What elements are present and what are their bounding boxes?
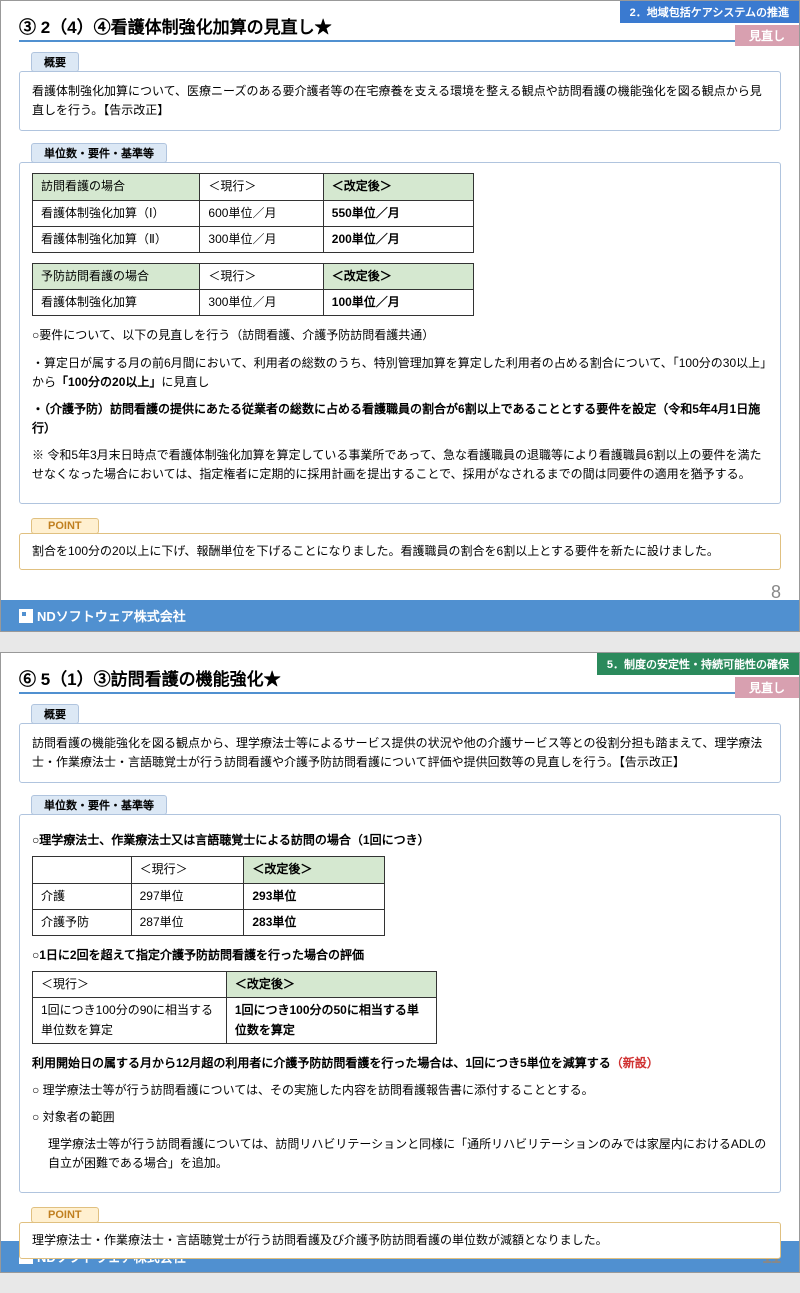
- slide-page-11: 5．制度の安定性・持続可能性の確保 見直し ⑥ 5（1）③訪問看護の機能強化★ …: [0, 652, 800, 1273]
- table-header: 訪問看護の場合: [33, 174, 200, 200]
- table-header: ＜現行＞: [131, 857, 244, 883]
- revision-tag: 見直し: [735, 677, 799, 698]
- point-label: POINT: [31, 518, 99, 534]
- requirement-note: ※ 令和5年3月末日時点で看護体制強化加算を算定している事業所であって、急な看護…: [32, 446, 768, 484]
- footer-company: NDソフトウェア株式会社: [37, 609, 186, 624]
- table-row: 看護体制強化加算 300単位／月 100単位／月: [33, 290, 474, 316]
- table-header: [33, 857, 132, 883]
- subhead-therapist-visit: ○理学療法士、作業療法士又は言語聴覚士による訪問の場合（1回につき）: [32, 831, 768, 850]
- table-header: ＜現行＞: [200, 174, 323, 200]
- table-header: ＜改定後＞: [323, 263, 473, 289]
- table-row: 看護体制強化加算（Ⅰ） 600単位／月 550単位／月: [33, 200, 474, 226]
- table-row: 1回につき100分の90に相当する単位数を算定 1回につき100分の50に相当す…: [33, 998, 437, 1043]
- point-box: 理学療法士・作業療法士・言語聴覚士が行う訪問看護及び介護予防訪問看護の単位数が減…: [19, 1222, 781, 1259]
- table-row: 介護予防 287単位 283単位: [33, 909, 385, 935]
- bullet-report: ○ 理学療法士等が行う訪問看護については、その実施した内容を訪問看護報告書に添付…: [32, 1081, 768, 1100]
- footer: NDソフトウェア株式会社: [1, 600, 799, 631]
- units-label: 単位数・要件・基準等: [31, 143, 167, 163]
- subhead-over-twice: ○1日に2回を超えて指定介護予防訪問看護を行った場合の評価: [32, 946, 768, 965]
- overview-label: 概要: [31, 704, 79, 724]
- top-badges: 5．制度の安定性・持続可能性の確保 見直し: [597, 653, 799, 698]
- point-label: POINT: [31, 1207, 99, 1223]
- overview-box: 看護体制強化加算について、医療ニーズのある要介護者等の在宅療養を支える環境を整え…: [19, 71, 781, 131]
- bullet-scope-detail: 理学療法士等が行う訪問看護については、訪問リハビリテーションと同様に「通所リハビ…: [32, 1135, 768, 1173]
- units-box: ○理学療法士、作業療法士又は言語聴覚士による訪問の場合（1回につき） ＜現行＞ …: [19, 814, 781, 1192]
- point-box: 割合を100分の20以上に下げ、報酬単位を下げることになりました。看護職員の割合…: [19, 533, 781, 570]
- slide-page-8: 2．地域包括ケアシステムの推進 見直し ③ 2（4）④看護体制強化加算の見直し★…: [0, 0, 800, 632]
- table-header: ＜現行＞: [200, 263, 323, 289]
- top-badges: 2．地域包括ケアシステムの推進 見直し: [620, 1, 799, 46]
- table-row: 介護 297単位 293単位: [33, 883, 385, 909]
- revision-tag: 見直し: [735, 25, 799, 46]
- table-visiting-nursing: 訪問看護の場合 ＜現行＞ ＜改定後＞ 看護体制強化加算（Ⅰ） 600単位／月 5…: [32, 173, 474, 253]
- overview-label: 概要: [31, 52, 79, 72]
- logo-icon: [19, 609, 33, 623]
- overview-box: 訪問看護の機能強化を図る観点から、理学療法士等によるサービス提供の状況や他の介護…: [19, 723, 781, 783]
- units-label: 単位数・要件・基準等: [31, 795, 167, 815]
- requirement-bullet-2: ・（介護予防）訪問看護の提供にあたる従業者の総数に占める看護職員の割合が6割以上…: [32, 400, 768, 438]
- requirement-intro: ○要件について、以下の見直しを行う（訪問看護、介護予防訪問看護共通）: [32, 326, 768, 345]
- table-header: ＜改定後＞: [323, 174, 473, 200]
- bullet-scope-label: ○ 対象者の範囲: [32, 1108, 768, 1127]
- table-row: 看護体制強化加算（Ⅱ） 300単位／月 200単位／月: [33, 226, 474, 252]
- table-header: 予防訪問看護の場合: [33, 263, 200, 289]
- units-box: 訪問看護の場合 ＜現行＞ ＜改定後＞ 看護体制強化加算（Ⅰ） 600単位／月 5…: [19, 162, 781, 503]
- table-header: ＜現行＞: [33, 972, 227, 998]
- table-therapist-units: ＜現行＞ ＜改定後＞ 介護 297単位 293単位 介護予防 287単位 283…: [32, 856, 385, 936]
- new-provision: 利用開始日の属する月から12月超の利用者に介護予防訪問看護を行った場合は、1回に…: [32, 1054, 768, 1073]
- table-header: ＜改定後＞: [244, 857, 385, 883]
- category-label: 5．制度の安定性・持続可能性の確保: [597, 653, 799, 675]
- category-label: 2．地域包括ケアシステムの推進: [620, 1, 799, 23]
- requirement-bullet-1: ・算定日が属する月の前6月間において、利用者の総数のうち、特別管理加算を算定した…: [32, 354, 768, 392]
- table-header: ＜改定後＞: [226, 972, 436, 998]
- table-prevention-nursing: 予防訪問看護の場合 ＜現行＞ ＜改定後＞ 看護体制強化加算 300単位／月 10…: [32, 263, 474, 316]
- table-over-twice: ＜現行＞ ＜改定後＞ 1回につき100分の90に相当する単位数を算定 1回につき…: [32, 971, 437, 1044]
